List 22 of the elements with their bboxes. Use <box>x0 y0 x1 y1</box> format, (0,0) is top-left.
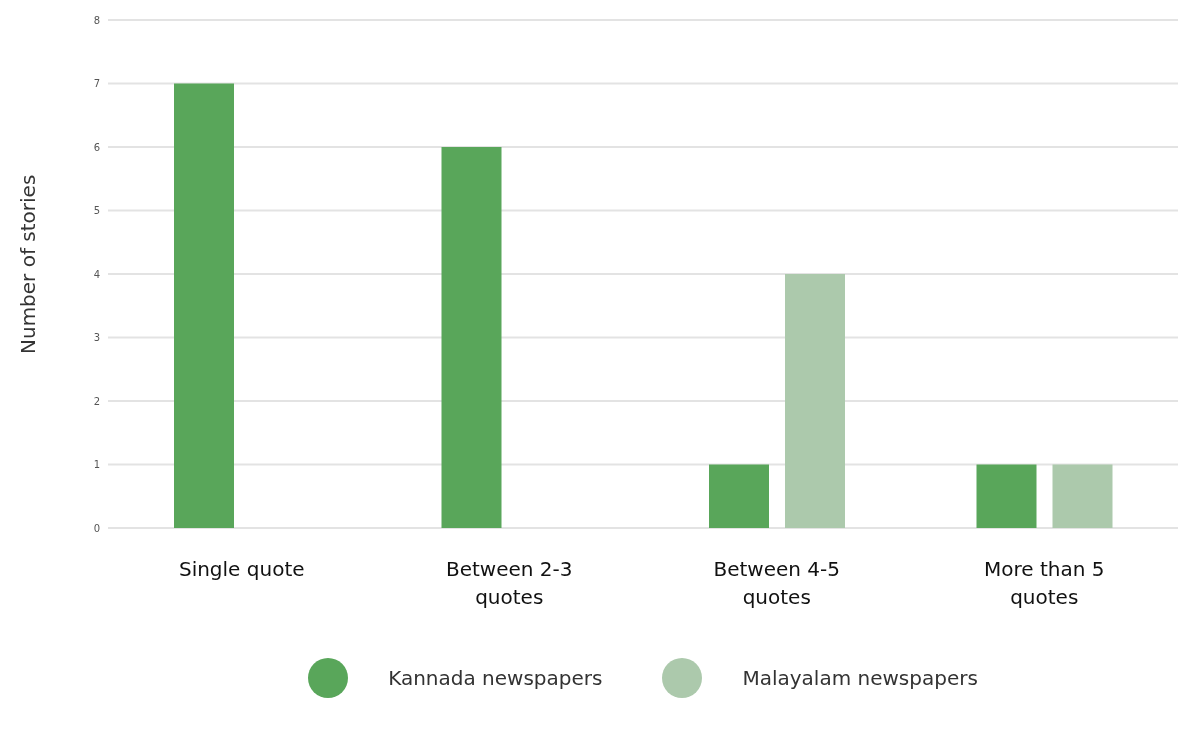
y-tick-label: 2 <box>93 395 100 407</box>
y-tick-label: 4 <box>93 268 100 280</box>
y-tick-label: 7 <box>93 78 100 90</box>
x-tick-label: More than 5 quotes <box>984 557 1105 609</box>
x-tick-label: Between 2-3 quotes <box>445 557 573 609</box>
legend-label: Malayalam newspapers <box>742 666 978 690</box>
bar <box>1052 464 1113 528</box>
y-tick-label: 0 <box>93 522 100 534</box>
y-tick-label: 8 <box>93 14 100 26</box>
bar <box>976 464 1037 528</box>
y-tick-label: 1 <box>93 459 100 471</box>
legend-label: Kannada newspapers <box>388 666 603 690</box>
y-axis-title: Number of stories <box>16 174 41 354</box>
bar <box>441 147 502 528</box>
bar <box>174 83 234 528</box>
y-tick-label: 6 <box>93 141 100 153</box>
x-tick-label: Between 4-5 quotes <box>713 557 841 609</box>
y-tick-label: 3 <box>93 332 100 344</box>
y-tick-label: 5 <box>93 205 100 217</box>
x-tick-label: Single quote <box>178 557 305 581</box>
bar <box>709 464 769 528</box>
bar <box>785 274 845 528</box>
